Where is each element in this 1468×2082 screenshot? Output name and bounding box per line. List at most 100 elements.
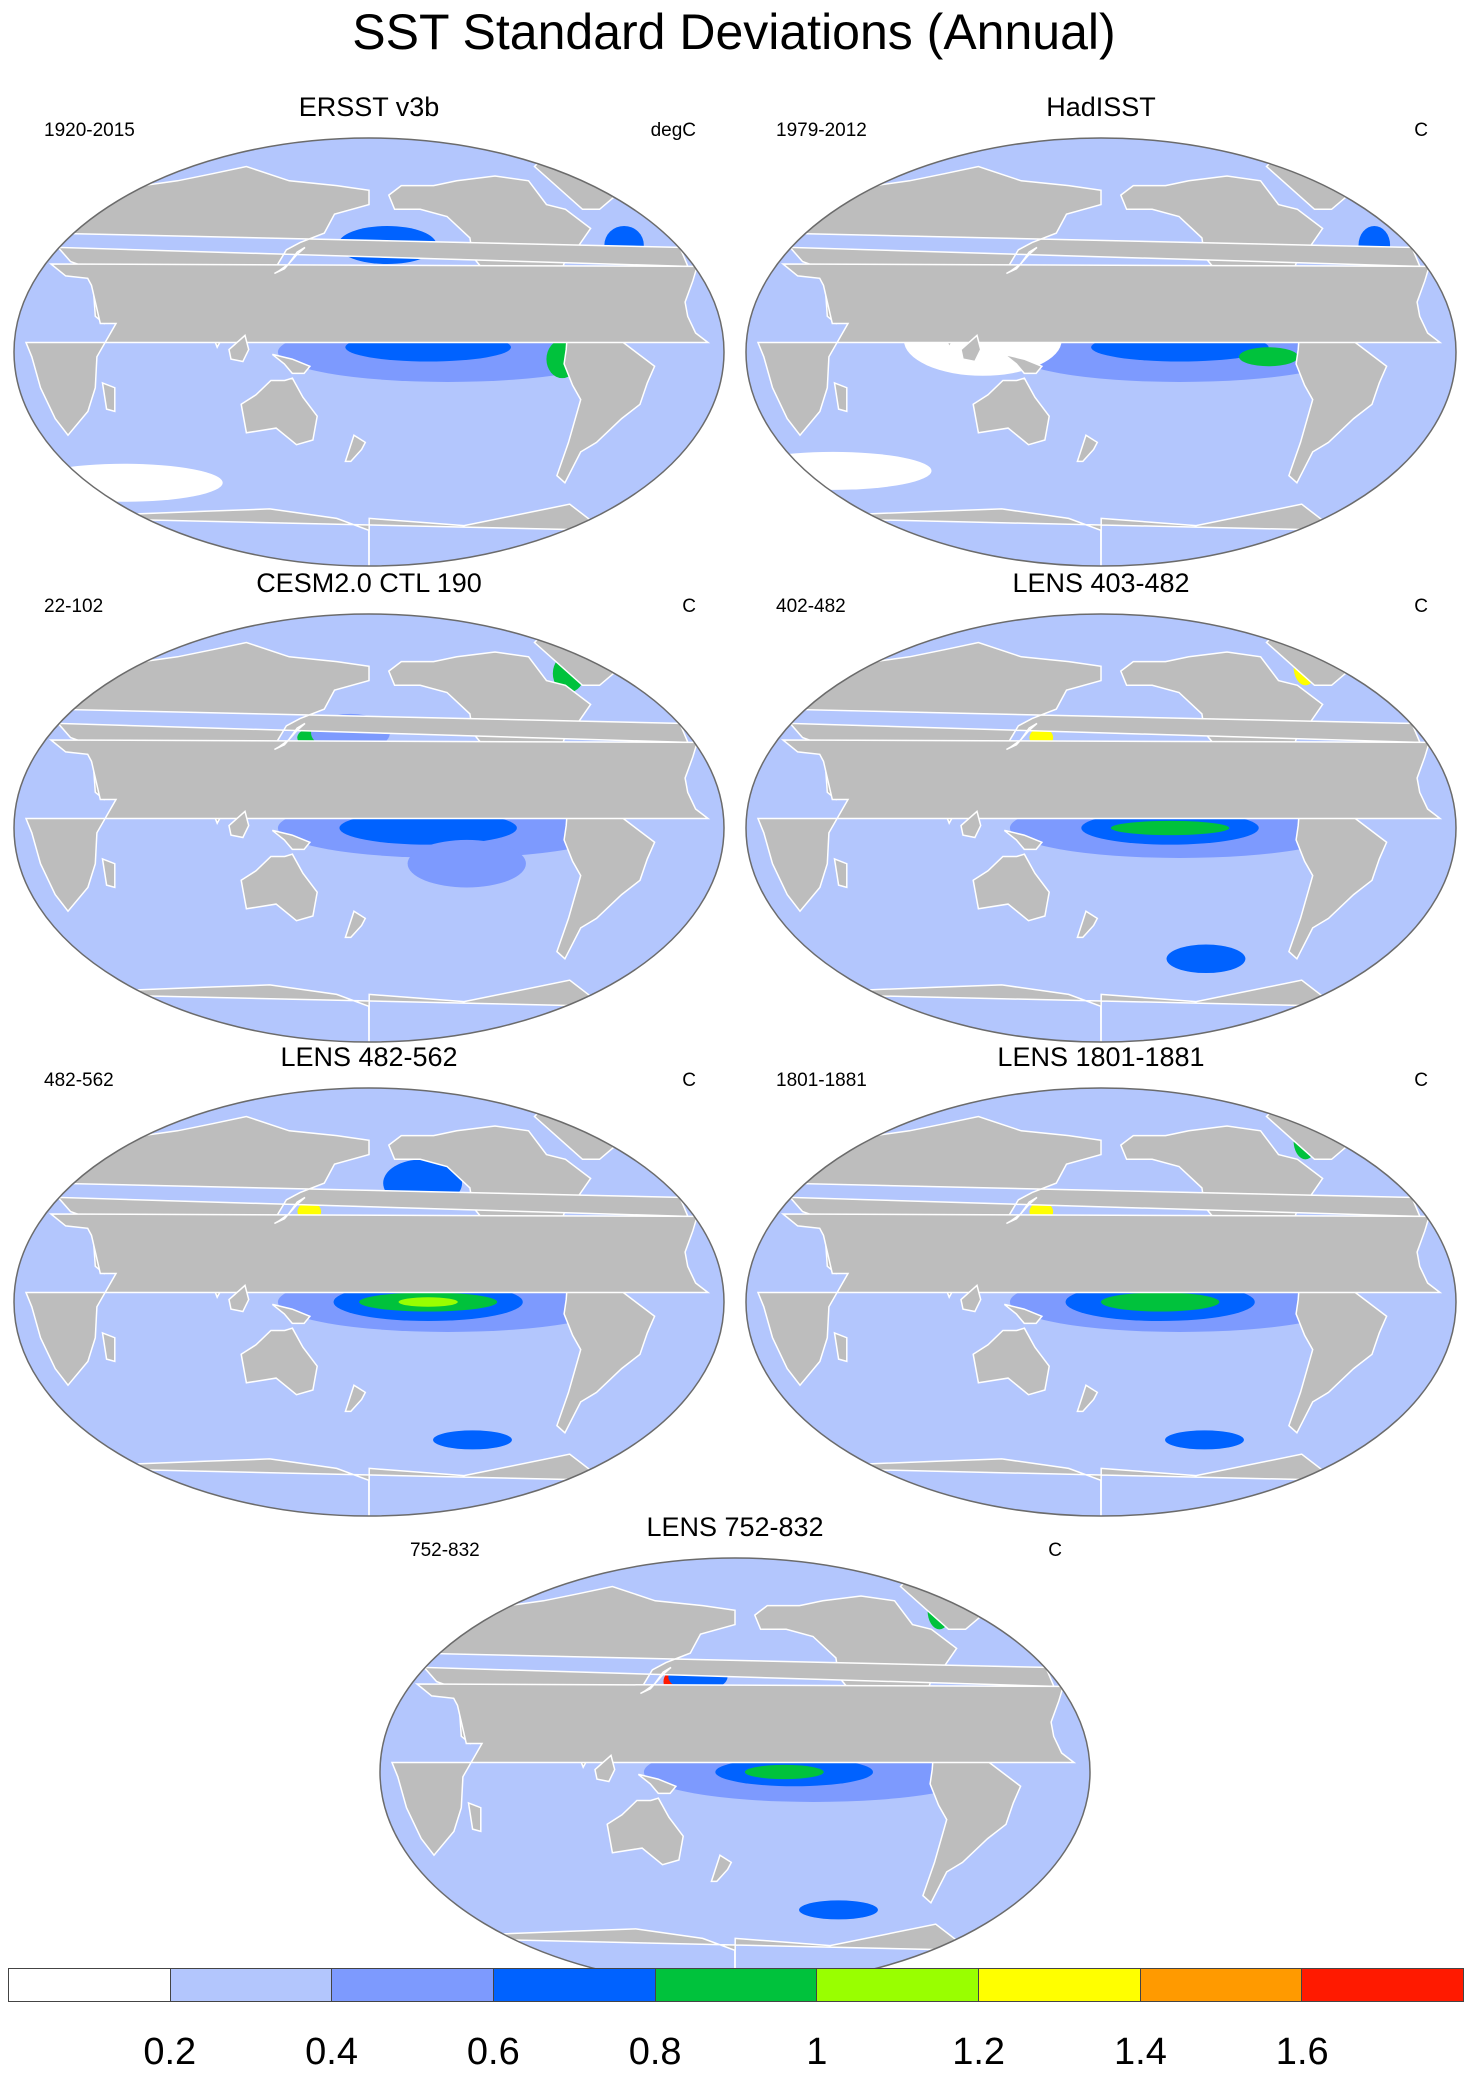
landmass-newZealand — [1076, 1384, 1099, 1413]
landmass-madagascar — [833, 1331, 848, 1363]
map-border — [745, 613, 1457, 1043]
colorbar-segment — [9, 1969, 171, 2001]
panel-period: 22-102 — [44, 596, 104, 617]
map-border — [745, 137, 1457, 567]
landmass-borneo — [594, 1754, 616, 1783]
landmass-newZealand — [1076, 434, 1099, 463]
panel-title: ERSST v3b — [298, 92, 440, 122]
landmass-newGuinea — [271, 829, 312, 851]
panel-units: C — [1414, 1070, 1428, 1091]
panel-title: LENS 1801-1881 — [997, 1042, 1205, 1072]
landmass-australia — [240, 853, 318, 922]
landmass-antarctica — [78, 1453, 606, 1516]
sst-anomaly-region — [1110, 820, 1230, 836]
colorbar-segment — [332, 1969, 495, 2001]
landmass-japan — [274, 246, 306, 275]
landmass-australia — [240, 1327, 318, 1396]
landmass-newZealand — [344, 1384, 367, 1413]
map-panel: LENS 403-482 402-482 C — [736, 568, 1466, 1043]
panel-title: HadISST — [1046, 92, 1156, 122]
panel-units: C — [1048, 1540, 1062, 1561]
panel-period: 752-832 — [410, 1540, 480, 1561]
sst-anomaly-region — [1166, 944, 1246, 974]
landmass-africa — [24, 263, 711, 437]
sst-anomaly-region — [1165, 1430, 1244, 1450]
panel-period: 482-562 — [44, 1070, 114, 1091]
panel-units: C — [682, 596, 696, 617]
sst-anomaly-region — [744, 1764, 824, 1780]
colorbar-segment — [494, 1969, 656, 2001]
colorbar-tick-label: 0.8 — [628, 2031, 682, 2073]
colorbar-segment — [817, 1969, 980, 2001]
world-map — [13, 137, 725, 567]
landmass-japan — [1006, 722, 1038, 751]
colorbar-tick-label: 1.6 — [1275, 2031, 1329, 2073]
landmass-newZealand — [710, 1854, 733, 1883]
sst-anomaly-region — [799, 1900, 878, 1920]
landmass-japan — [1006, 1196, 1038, 1225]
world-map — [745, 613, 1457, 1043]
sst-anomaly-region — [407, 839, 526, 888]
landmass-borneo — [228, 334, 250, 363]
landmass-australia — [972, 1327, 1050, 1396]
landmass-newZealand — [344, 434, 367, 463]
colorbar-tick-label: 1 — [806, 2031, 828, 2073]
panel-title: LENS 752-832 — [646, 1512, 824, 1542]
sst-anomaly-region — [398, 1297, 458, 1307]
map-panel: HadISST 1979-2012 C — [736, 92, 1466, 567]
landmass-japan — [1006, 246, 1038, 275]
map-border — [13, 137, 725, 567]
landmass-borneo — [228, 1284, 250, 1313]
map-panel: ERSST v3b 1920-2015 degC — [4, 92, 734, 567]
sst-anomaly-region — [433, 1430, 512, 1450]
map-panel: LENS 482-562 482-562 C — [4, 1042, 734, 1517]
panel-period: 402-482 — [776, 596, 846, 617]
panel-title: LENS 403-482 — [1012, 568, 1190, 598]
figure-title: SST Standard Deviations (Annual) — [352, 4, 1116, 60]
sst-anomaly-region — [25, 463, 223, 502]
colorbar-segment — [170, 1969, 333, 2001]
panel-units: C — [682, 1070, 696, 1091]
map-panel: CESM2.0 CTL 190 22-102 C — [4, 568, 734, 1043]
panel-units: C — [1414, 120, 1428, 141]
landmass-japan — [274, 1196, 306, 1225]
landmass-madagascar — [101, 1331, 116, 1363]
world-map — [745, 137, 1457, 567]
landmass-newGuinea — [271, 1303, 312, 1325]
landmass-madagascar — [833, 857, 848, 889]
colorbar-segment — [979, 1969, 1141, 2001]
world-map — [13, 613, 725, 1043]
colorbar-segment — [655, 1969, 818, 2001]
map-border — [13, 613, 725, 1043]
landmass-madagascar — [833, 381, 848, 413]
landmass-africa — [24, 1213, 711, 1387]
world-map — [13, 1087, 725, 1517]
landmass-borneo — [228, 810, 250, 839]
sst-anomaly-region — [746, 451, 932, 490]
landmass-borneo — [960, 1284, 982, 1313]
colorbar-tick-label: 1.2 — [952, 2031, 1006, 2073]
landmass-borneo — [960, 334, 982, 363]
landmass-australia — [972, 377, 1050, 446]
colorbar-tick-label: 1.4 — [1114, 2031, 1167, 2073]
sst-anomaly-region — [1101, 1292, 1220, 1312]
landmass-newGuinea — [271, 353, 312, 375]
colorbar — [8, 1968, 1464, 2002]
panel-units: degC — [650, 120, 696, 141]
world-map — [379, 1557, 1091, 1987]
landmass-antarctica — [810, 979, 1338, 1042]
landmass-antarctica — [810, 503, 1338, 566]
landmass-africa — [24, 739, 711, 913]
map-border — [13, 1087, 725, 1517]
landmass-newGuinea — [1003, 1303, 1044, 1325]
sst-anomaly-region — [339, 811, 517, 845]
landmass-africa — [756, 739, 1443, 913]
sst-anomaly-region — [1239, 347, 1299, 367]
landmass-newGuinea — [1003, 353, 1044, 375]
landmass-antarctica — [78, 979, 606, 1042]
colorbar-segment — [1302, 1969, 1464, 2001]
panel-period: 1920-2015 — [44, 120, 135, 141]
landmass-madagascar — [467, 1801, 482, 1833]
panel-title: CESM2.0 CTL 190 — [256, 568, 482, 598]
landmass-newZealand — [1076, 910, 1099, 939]
